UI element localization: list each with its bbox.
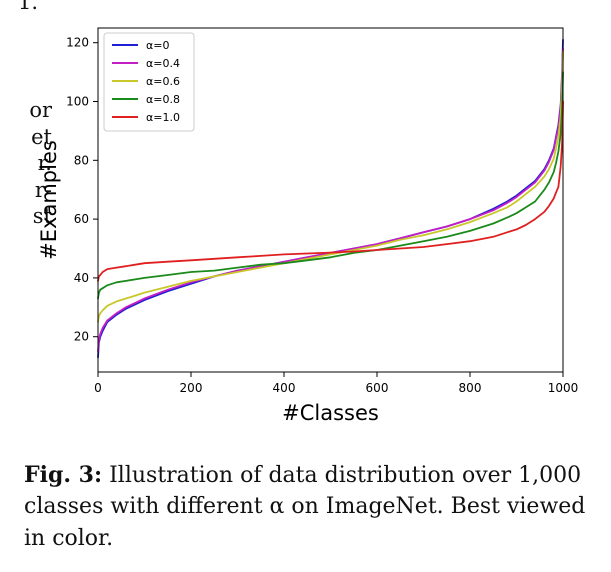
- x-tick-label: 800: [459, 381, 482, 395]
- y-axis-label: #Examples: [37, 140, 61, 260]
- left-fragment-line: et: [31, 125, 52, 149]
- distribution-chart: 0 200 400 600 800 1000 20 40 60 80 100 120 α=0 α=0.4 α…: [37, 27, 579, 425]
- left-column-fragment: or et r. r- st: [0, 0, 52, 260]
- legend-label: α=0.8: [146, 93, 180, 106]
- y-tick-label: 60: [74, 212, 89, 226]
- series-line-1-0: [97, 100, 564, 282]
- caption-label: Fig. 3:: [24, 462, 103, 488]
- caption-text: Illustration of data distribution over 1…: [24, 463, 586, 551]
- y-tick-label: 40: [74, 271, 89, 285]
- legend-label: α=0.6: [146, 75, 180, 88]
- left-fragment-line: st: [32, 204, 52, 228]
- series-line-0-4: [97, 47, 564, 353]
- series-line-0-6: [97, 50, 564, 323]
- x-tick-label: 600: [366, 381, 389, 395]
- left-fragment-line: r.: [37, 151, 52, 175]
- legend-label: α=0: [146, 39, 169, 52]
- y-tick-label: 80: [74, 153, 89, 167]
- y-tick-label: 20: [74, 330, 89, 344]
- legend-box: [103, 32, 195, 132]
- legend-label: α=0.4: [146, 57, 180, 70]
- x-axis-label: #Classes: [282, 401, 379, 425]
- left-fragment-line: r-: [34, 178, 52, 202]
- x-tick-label: 1000: [548, 381, 579, 395]
- figure-caption: Fig. 3: Illustration of data distributio…: [24, 460, 589, 554]
- top-text-fragment: 1.: [18, 0, 39, 14]
- y-tick-label: 100: [66, 95, 89, 109]
- left-fragment-line: or: [29, 98, 52, 122]
- y-tick-label: 120: [66, 36, 89, 50]
- x-tick-label: 0: [94, 381, 102, 395]
- plot-frame: [97, 27, 564, 373]
- legend-label: α=1.0: [146, 111, 180, 124]
- x-tick-label: 400: [273, 381, 296, 395]
- x-tick-label: 200: [180, 381, 203, 395]
